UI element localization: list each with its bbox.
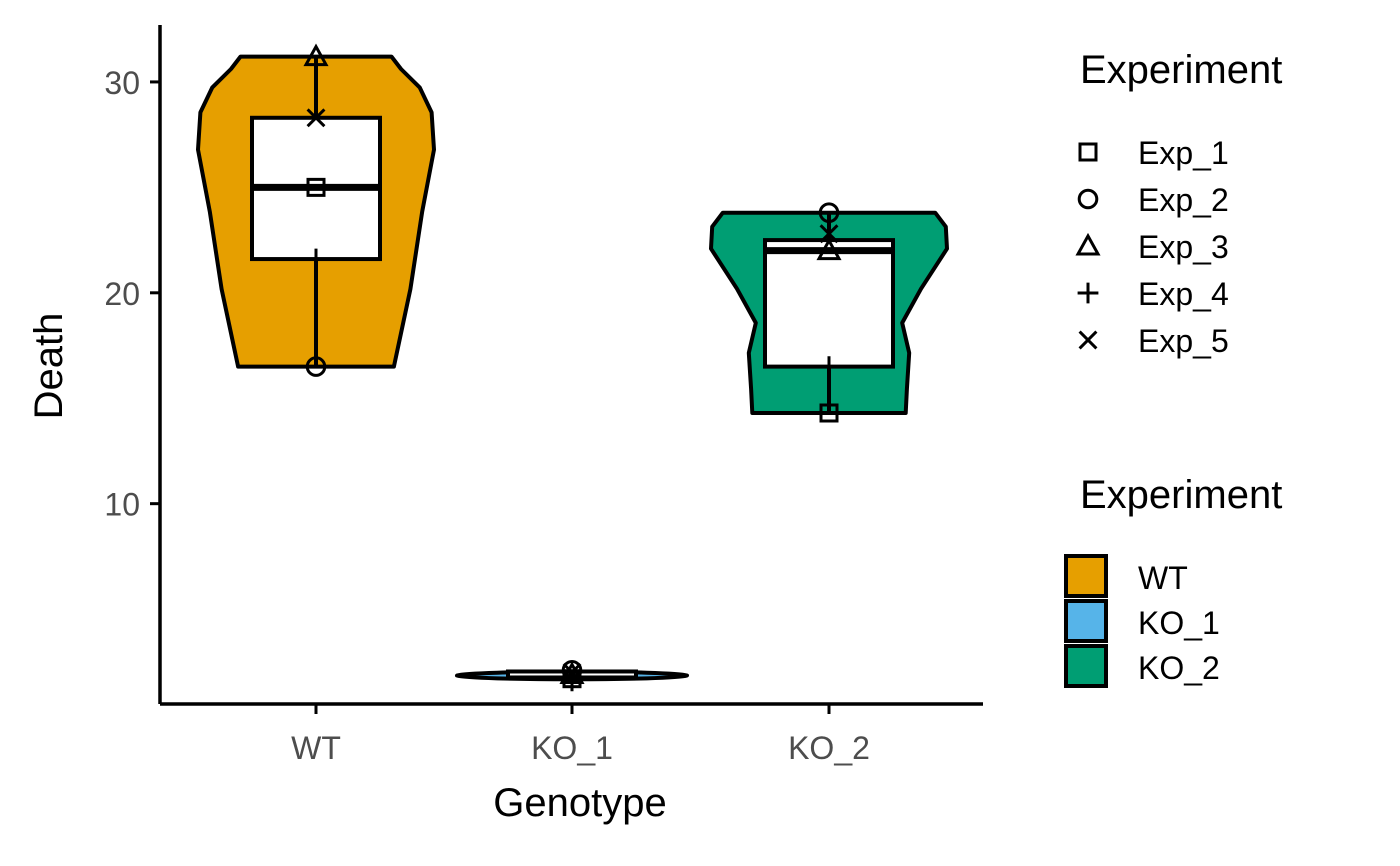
plot-marks [196, 43, 949, 692]
axes: 10 20 30 WT KO_1 KO_2 [104, 25, 983, 766]
point-exp-3 [303, 43, 329, 67]
cross-icon [1078, 330, 1098, 350]
point-exp-3 [816, 237, 842, 261]
x-tick-label: WT [291, 730, 341, 766]
y-axis-label: Death [27, 313, 71, 420]
legend-swatch [1064, 599, 1108, 643]
x-tick-label: KO_1 [531, 730, 613, 766]
y-tick-label: 20 [104, 276, 140, 312]
legend-shape-label: Exp_4 [1138, 276, 1229, 312]
point-exp-1 [306, 177, 326, 197]
legend-shape: Experiment Exp_1 Exp_2 Exp_3 Exp_4 Exp_5 [1075, 48, 1282, 359]
legend-shape-label: Exp_1 [1138, 135, 1229, 171]
legend-fill-item: KO_1 [1064, 599, 1220, 643]
legend-shape-label: Exp_3 [1138, 229, 1229, 265]
group-wt [196, 43, 436, 377]
triangle-icon [1075, 232, 1101, 256]
x-tick-label: KO_2 [788, 730, 870, 766]
legend-swatch [1064, 554, 1108, 598]
legend-shape-item: Exp_5 [1078, 323, 1229, 359]
legend-fill-label: KO_2 [1138, 650, 1220, 686]
legend-fill: Experiment WT KO_1 KO_2 [1064, 473, 1282, 688]
point-exp-2 [305, 356, 327, 377]
legend-shape-label: Exp_2 [1138, 182, 1229, 218]
square-icon [1078, 142, 1098, 162]
box [763, 238, 895, 369]
circle-icon [1077, 188, 1099, 210]
point-exp-5 [306, 108, 326, 128]
legend-fill-label: WT [1138, 560, 1188, 596]
legend-shape-item: Exp_2 [1077, 182, 1229, 218]
point-exp-5 [819, 224, 839, 244]
legend-fill-item: WT [1064, 554, 1188, 598]
legend-swatch [1064, 644, 1108, 688]
legend-shape-title: Experiment [1080, 48, 1282, 92]
y-tick-label: 10 [104, 487, 140, 523]
y-tick-label: 30 [104, 65, 140, 101]
x-axis-label: Genotype [493, 781, 666, 825]
point-exp-1 [819, 403, 839, 423]
point-exp-5 [562, 662, 582, 682]
legend-fill-item: KO_2 [1064, 644, 1220, 688]
legend-fill-title: Experiment [1080, 473, 1282, 517]
point-exp-2 [818, 202, 840, 223]
group-ko-2 [709, 202, 949, 423]
point-exp-4 [818, 356, 840, 378]
legend-shape-item: Exp_3 [1075, 229, 1229, 265]
legend-shape-item: Exp_4 [1077, 276, 1229, 312]
legend-shape-item: Exp_1 [1078, 135, 1229, 171]
legend-shape-label: Exp_5 [1138, 323, 1229, 359]
group-ko-1 [455, 659, 689, 692]
plus-icon [1077, 282, 1099, 304]
point-exp-4 [305, 248, 327, 270]
legend-fill-label: KO_1 [1138, 605, 1220, 641]
